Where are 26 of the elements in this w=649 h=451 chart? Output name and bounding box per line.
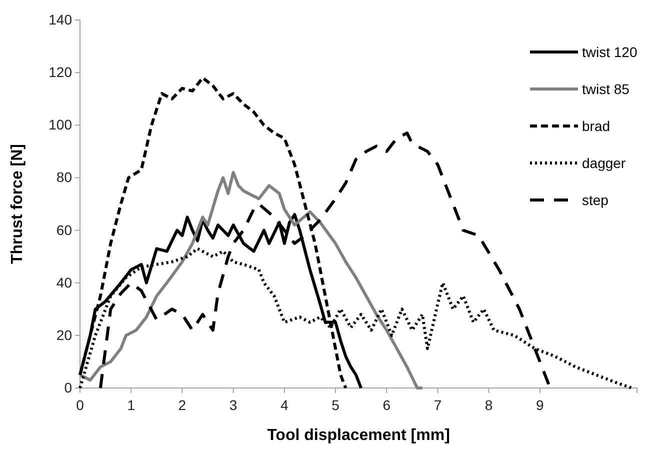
legend-label: twist 120: [582, 44, 638, 60]
x-tick-label: 3: [229, 397, 238, 413]
y-tick-label: 0: [64, 379, 72, 396]
x-tick-label: 1: [127, 397, 136, 413]
legend-label: dagger: [582, 154, 626, 171]
legend-label: brad: [582, 118, 610, 134]
x-axis-title: Tool displacement [mm]: [267, 427, 450, 444]
legend-label: step: [582, 192, 609, 208]
x-tick-label: 6: [382, 397, 391, 413]
y-tick-label: 20: [56, 326, 72, 343]
x-tick-label: 9: [536, 397, 544, 413]
x-tick-label: 4: [280, 397, 289, 413]
legend-label: twist 85: [582, 80, 630, 97]
y-tick-label: 80: [56, 169, 72, 186]
y-tick-label: 100: [48, 116, 72, 133]
x-tick-label: 5: [332, 397, 340, 413]
line-series: [78, 170, 424, 390]
y-tick-label: 60: [56, 222, 72, 238]
x-tick-label: 0: [76, 397, 84, 413]
y-tick-label: 40: [56, 274, 72, 290]
y-tick-label: 120: [48, 64, 72, 80]
y-tick-label: 140: [48, 11, 72, 28]
x-tick-label: 8: [484, 397, 493, 413]
x-tick-label: 2: [178, 397, 186, 413]
y-axis-title: Thrust force [N]: [9, 144, 26, 264]
x-tick-label: 7: [434, 397, 442, 413]
